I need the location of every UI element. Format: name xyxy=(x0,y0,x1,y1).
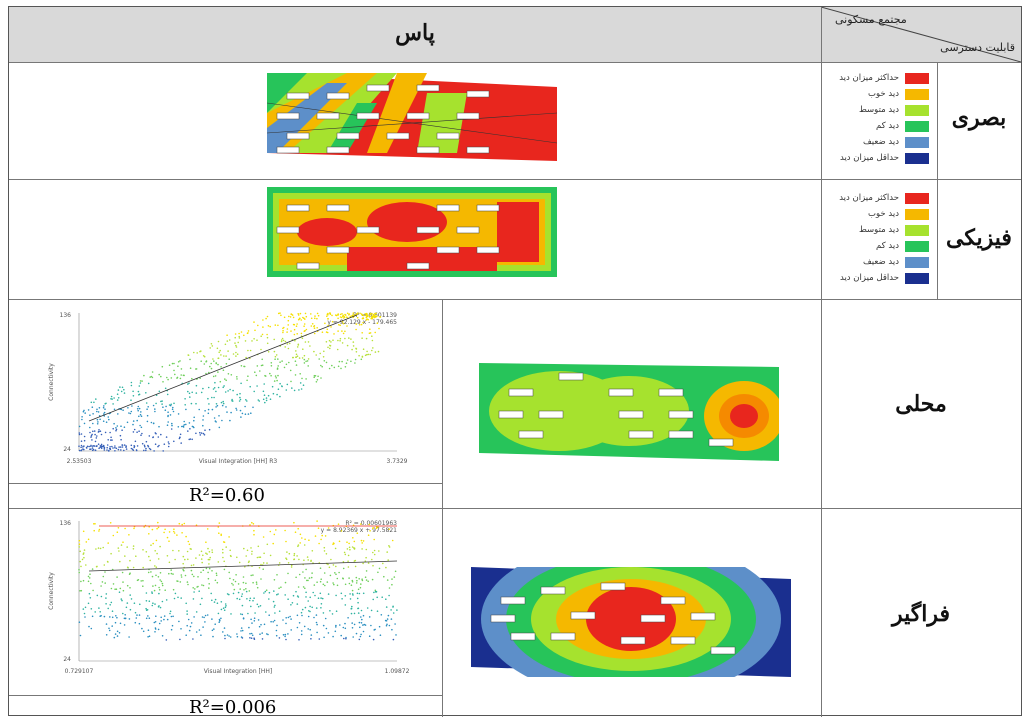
legend-label: دید ضعیف xyxy=(863,257,899,267)
legend-swatch xyxy=(905,240,929,252)
legend-label: دید کم xyxy=(875,241,899,251)
analysis-table: پاس مجتمع مسکونی قابلیت دسترسی بصری xyxy=(8,6,1022,718)
legend-item: دید کم xyxy=(876,239,929,253)
equation-label: y = 8.92369 x + 97.5821 xyxy=(321,527,397,534)
x-min-tick: 0.729107 xyxy=(65,668,94,675)
legend-item: حداکثر میزان دید xyxy=(839,191,929,205)
legend-label: دید خوب xyxy=(868,209,899,219)
local-r2-caption: R²=0.60 xyxy=(189,485,265,506)
legend-item: دید متوسط xyxy=(859,223,929,237)
physical-map xyxy=(267,187,557,277)
legend-swatch xyxy=(905,272,929,284)
legend-label: دید متوسط xyxy=(858,105,899,115)
y-max-tick: 136 xyxy=(60,520,72,527)
legend-swatch xyxy=(905,192,929,204)
legend-label: حداقل میزان دید xyxy=(839,153,899,163)
row-label-visual: بصری xyxy=(951,105,1007,131)
legend-item: حداقل میزان دید xyxy=(840,271,929,285)
x-axis-label: Visual Integration [HH] xyxy=(204,668,273,675)
legend-label: حداکثر میزان دید xyxy=(839,73,899,83)
global-map xyxy=(471,567,791,677)
visual-map xyxy=(267,73,557,161)
y-min-tick: 24 xyxy=(63,656,71,663)
local-map xyxy=(479,363,779,461)
legend-swatch xyxy=(905,72,929,84)
legend-swatch xyxy=(905,120,929,132)
corner-cell: مجتمع مسکونی قابلیت دسترسی xyxy=(821,7,1021,62)
legend-label: دید خوب xyxy=(868,89,899,99)
legend-item: دید کم xyxy=(876,119,929,133)
row-label-physical: فیزیکی xyxy=(946,225,1012,251)
row-label-global: فراگیر xyxy=(891,601,951,627)
global-r2-caption: R²=0.006 xyxy=(189,697,277,718)
legend-label: دید متوسط xyxy=(858,225,899,235)
legend-item: حداکثر میزان دید xyxy=(839,71,929,85)
legend-physical: حداکثر میزان دید دید خوب دید متوسط دید کم دی… xyxy=(829,189,929,289)
legend-item: دید متوسط xyxy=(859,103,929,117)
legend-swatch xyxy=(905,224,929,236)
r2-label: R² = 0.00601963 xyxy=(345,520,397,527)
main-title: پاس xyxy=(395,20,435,46)
corner-diagonal xyxy=(821,7,1021,62)
legend-label: دید ضعیف xyxy=(863,137,899,147)
y-axis-label: Connectivity xyxy=(48,572,55,610)
scatter-points xyxy=(78,520,398,641)
scatter-points xyxy=(78,312,382,452)
x-max-tick: 1.09872 xyxy=(385,668,410,675)
header-row xyxy=(9,7,1021,62)
regression-line xyxy=(88,560,398,572)
legend-swatch xyxy=(905,152,929,164)
legend-item: حداقل میزان دید xyxy=(840,151,929,165)
legend-label: حداکثر میزان دید xyxy=(839,193,899,203)
x-max-tick: 3.7329 xyxy=(387,458,408,465)
y-min-tick: 24 xyxy=(63,446,71,453)
legend-item: دید ضعیف xyxy=(863,255,929,269)
row-label-local: محلی xyxy=(895,391,947,417)
global-scatter-plot: 136 24 0.729107 1.09872 Visual Integration [… xyxy=(48,520,410,675)
legend-label: حداقل میزان دید xyxy=(839,273,899,283)
legend-swatch xyxy=(905,104,929,116)
legend-swatch xyxy=(905,136,929,148)
legend-visual: حداکثر میزان دید دید خوب دید متوسط دید کم دی… xyxy=(829,69,929,169)
regression-line xyxy=(88,314,358,422)
x-min-tick: 2.53503 xyxy=(67,458,92,465)
legend-item: دید خوب xyxy=(868,87,929,101)
y-axis-label: Connectivity xyxy=(48,363,55,401)
legend-swatch xyxy=(905,256,929,268)
local-scatter-plot: 136 24 2.53503 3.7329 Visual Integration [HH… xyxy=(48,312,408,465)
legend-label: دید کم xyxy=(875,121,899,131)
corner-bottom-label: قابلیت دسترسی xyxy=(940,41,1015,54)
legend-swatch xyxy=(905,88,929,100)
legend-item: دید ضعیف xyxy=(863,135,929,149)
legend-item: دید خوب xyxy=(868,207,929,221)
corner-top-label: مجتمع مسکونی xyxy=(835,13,907,26)
legend-swatch xyxy=(905,208,929,220)
x-axis-label: Visual Integration [HH] R3 xyxy=(199,458,278,465)
y-max-tick: 136 xyxy=(60,312,72,319)
